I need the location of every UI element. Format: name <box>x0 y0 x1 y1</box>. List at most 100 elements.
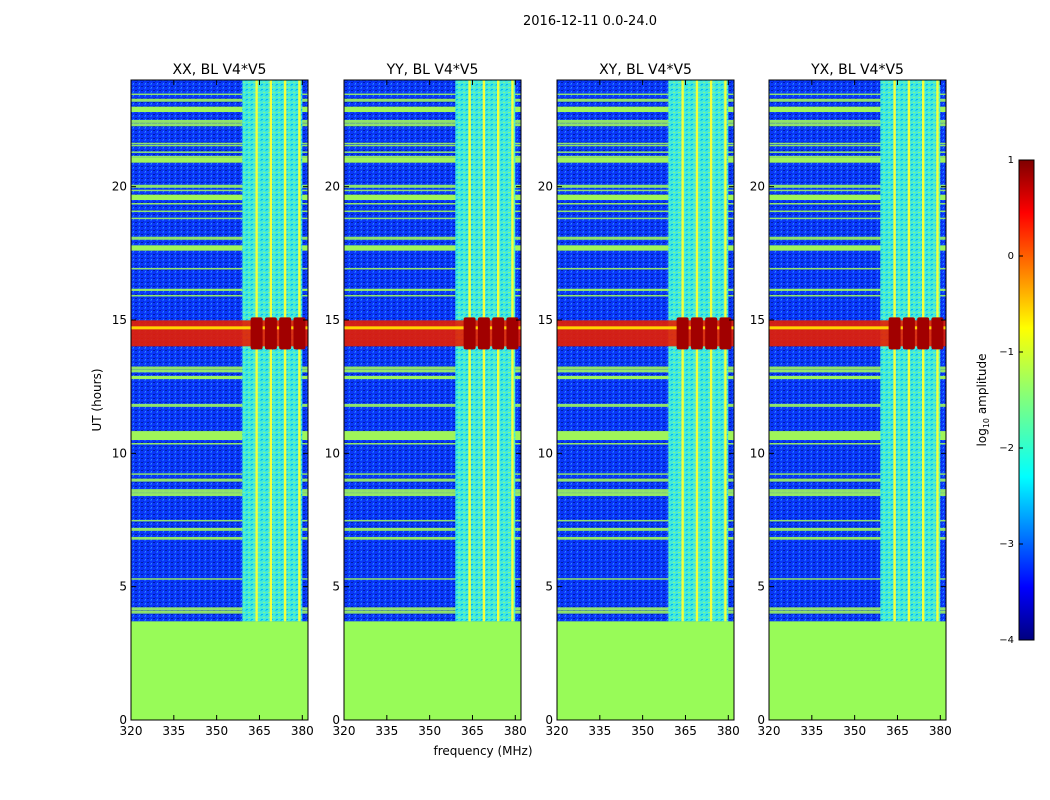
rfi-line <box>769 294 946 297</box>
rfi-band <box>557 106 734 112</box>
rfi-line <box>131 366 308 370</box>
colorbar-tick-label: −3 <box>999 539 1014 550</box>
x-tick-label: 350 <box>843 724 866 738</box>
rfi-line <box>769 370 946 373</box>
x-tick-label: 335 <box>375 724 398 738</box>
x-tick-label: 320 <box>120 724 143 738</box>
rfi-line <box>131 267 308 270</box>
colorbar-tick-label: −4 <box>999 635 1014 646</box>
rfi-line <box>557 184 734 188</box>
rfi-line <box>344 184 521 188</box>
rfi-line <box>131 536 308 539</box>
rfi-line <box>131 123 308 127</box>
rfi-line <box>557 403 734 407</box>
rfi-channel <box>468 80 471 622</box>
rfi-line <box>131 288 308 291</box>
rfi-line <box>344 151 521 153</box>
rfi-line <box>344 478 521 482</box>
rfi-line <box>131 403 308 407</box>
y-tick-label: 10 <box>112 446 127 460</box>
no-data-region <box>131 621 308 720</box>
rfi-band <box>344 106 521 112</box>
y-tick-label: 15 <box>538 313 553 327</box>
rfi-band <box>769 194 946 200</box>
event-peak <box>477 317 490 350</box>
rfi-line <box>344 119 521 123</box>
rfi-line <box>131 98 308 102</box>
rfi-line <box>557 151 734 153</box>
rfi-channel <box>893 80 896 622</box>
rfi-line <box>344 98 521 102</box>
rfi-line <box>557 93 734 96</box>
rfi-channel <box>496 80 500 622</box>
rfi-line <box>344 267 521 270</box>
rfi-band <box>131 245 308 251</box>
rfi-band <box>344 432 521 440</box>
rfi-line <box>557 98 734 102</box>
y-tick-label: 5 <box>119 580 127 594</box>
rfi-line <box>769 375 946 379</box>
rfi-line <box>557 478 734 482</box>
rfi-line <box>131 473 308 475</box>
x-tick-label: 350 <box>205 724 228 738</box>
rfi-line <box>769 189 946 192</box>
y-tick-label: 15 <box>325 313 340 327</box>
rfi-channel <box>482 80 486 622</box>
rfi-line <box>769 478 946 482</box>
rfi-line <box>344 93 521 96</box>
rfi-line <box>557 236 734 240</box>
rfi-line <box>131 492 308 494</box>
rfi-line <box>557 294 734 297</box>
x-tick-label: 320 <box>546 724 569 738</box>
event-band <box>557 320 734 347</box>
rfi-band <box>769 432 946 440</box>
rfi-line <box>769 366 946 370</box>
colorbar-tick-label: −1 <box>999 347 1014 358</box>
no-data-region <box>344 621 521 720</box>
rfi-band <box>131 157 308 163</box>
y-axis-label: UT (hours) <box>90 368 104 431</box>
event-peak <box>719 317 732 350</box>
rfi-line <box>557 119 734 123</box>
rfi-line <box>769 493 946 496</box>
rfi-line <box>769 151 946 153</box>
rfi-line <box>557 473 734 475</box>
rfi-line <box>131 612 308 614</box>
rfi-line <box>131 527 308 531</box>
rfi-line <box>131 478 308 482</box>
rfi-line <box>769 144 946 147</box>
rfi-line <box>769 578 946 580</box>
rfi-line <box>344 294 521 297</box>
colorbar-tick-label: −2 <box>999 443 1014 454</box>
event-peak <box>676 317 689 350</box>
rfi-line <box>557 607 734 611</box>
rfi-line <box>131 294 308 297</box>
rfi-line <box>557 217 734 220</box>
rfi-line <box>769 494 946 497</box>
panel-title: XY, BL V4*V5 <box>599 62 692 78</box>
rfi-line <box>344 375 521 379</box>
rfi-line <box>769 403 946 407</box>
rfi-line <box>769 217 946 220</box>
rfi-band <box>557 245 734 251</box>
rfi-channel <box>681 80 684 622</box>
rfi-line <box>557 267 734 270</box>
rfi-line <box>131 493 308 496</box>
rfi-line <box>131 375 308 379</box>
rfi-line <box>769 369 946 372</box>
event-peak <box>705 317 718 350</box>
rfi-line <box>344 142 521 145</box>
y-tick-label: 15 <box>750 313 765 327</box>
rfi-line <box>344 155 521 158</box>
colorbar: 1 0 −1 −2 −3 −4 log10 amplitude <box>975 155 1035 646</box>
rfi-line <box>344 403 521 407</box>
rfi-line <box>557 492 734 494</box>
x-tick-label: 365 <box>886 724 909 738</box>
rfi-frequency-band <box>455 80 516 622</box>
rfi-line <box>769 98 946 102</box>
y-tick-label: 15 <box>112 313 127 327</box>
x-axis-label: frequency (MHz) <box>433 744 532 758</box>
event-peak <box>917 317 930 350</box>
rfi-line <box>769 210 946 213</box>
rfi-band <box>131 106 308 112</box>
